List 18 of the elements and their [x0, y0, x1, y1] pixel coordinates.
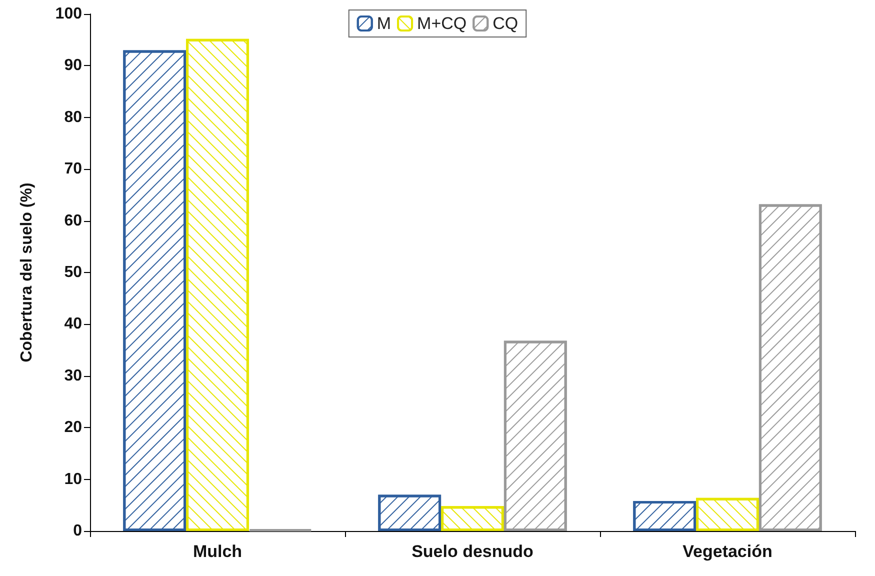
y-tick-label: 60: [64, 212, 82, 230]
y-tick-label: 50: [64, 264, 82, 281]
y-tick-label: 100: [55, 6, 82, 22]
y-tick-label: 80: [64, 108, 82, 126]
y-tick-label: 10: [64, 470, 82, 488]
legend-label: M+CQ: [417, 14, 467, 33]
y-tick-label: 30: [64, 367, 82, 384]
y-tick-label: 20: [64, 419, 82, 436]
y-tick-label: 70: [64, 160, 82, 178]
x-tick-label: Suelo desnudo: [412, 542, 534, 561]
x-tick-label: Vegetación: [682, 542, 772, 561]
legend-label: M: [376, 14, 392, 33]
legend-label: CQ: [492, 14, 518, 33]
x-tick-label: Mulch: [192, 542, 242, 561]
y-tick-label: 0: [73, 522, 82, 540]
y-tick-label: 90: [64, 57, 82, 74]
y-tick-label: 40: [64, 316, 82, 333]
y-axis-title: Cobertura del suelo (%): [18, 182, 36, 362]
